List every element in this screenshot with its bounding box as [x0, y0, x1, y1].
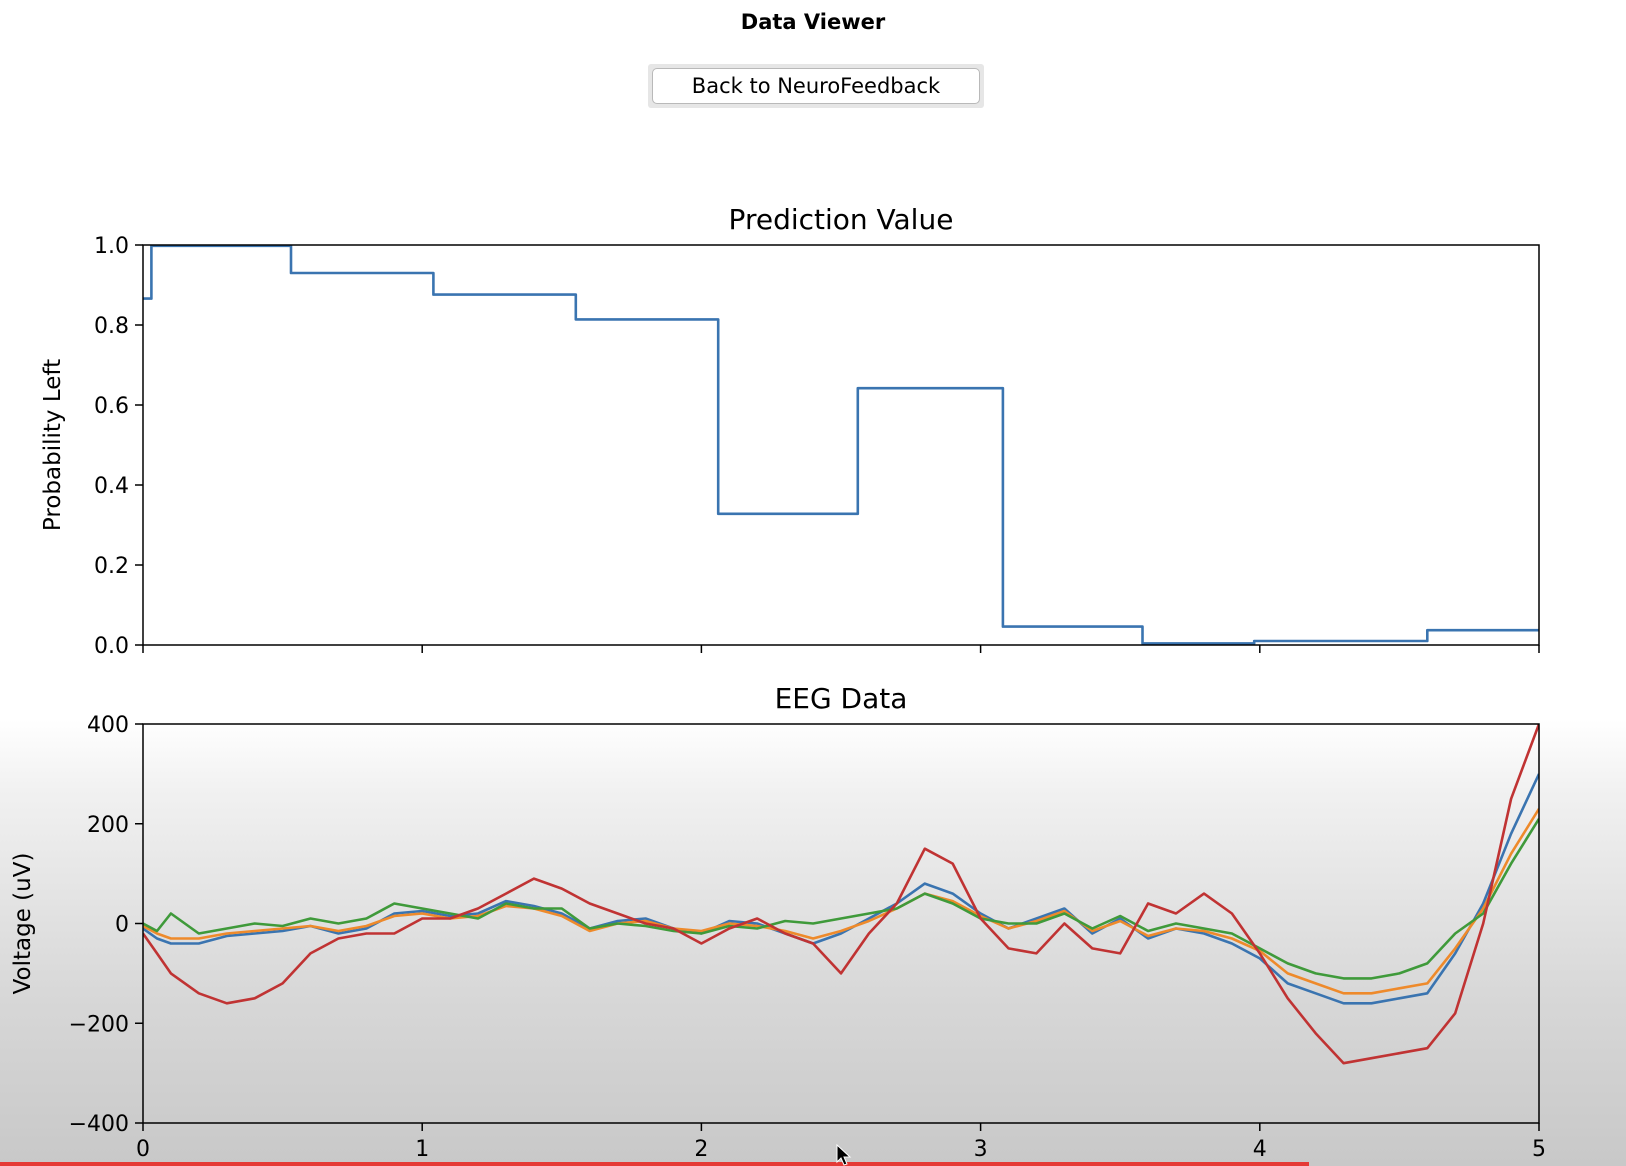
chart-title: Prediction Value [729, 203, 954, 236]
y-tick-label: 0.0 [94, 634, 129, 659]
back-button-frame: Back to NeuroFeedback [648, 64, 984, 108]
y-axis-label: Voltage (uV) [10, 853, 36, 995]
page-title: Data Viewer [740, 10, 886, 34]
y-tick-label: 1.0 [94, 234, 129, 259]
series-line-2 [143, 808, 1539, 995]
plot-area [143, 245, 1539, 645]
y-tick-label: 0.4 [94, 474, 129, 499]
subplot-1: 0.0 0.2 0.4 0.6 0.8 1.0 Prediction Value Probab… [40, 203, 1540, 659]
y-tick-label: 200 [87, 813, 129, 838]
y-axis-label: Probability Left [40, 359, 66, 531]
axes-frame [142, 723, 1540, 1124]
chart-title: EEG Data [775, 682, 908, 715]
x-tick-label: 3 [974, 1137, 988, 1162]
x-tick-label: 1 [415, 1137, 429, 1162]
video-progress-bar[interactable] [0, 1162, 1626, 1166]
y-tick-label: 0.2 [94, 554, 129, 579]
plot-area [143, 724, 1539, 1123]
x-tick-label: 4 [1253, 1137, 1267, 1162]
y-tick-label: −200 [69, 1012, 129, 1037]
series-line-1 [143, 245, 1539, 645]
y-tick-label: 0 [115, 913, 129, 938]
y-tick-label: −400 [69, 1112, 129, 1137]
y-tick-label: 0.6 [94, 394, 129, 419]
mouse-pointer-icon [836, 1144, 852, 1166]
series-line-1 [143, 773, 1539, 1005]
series-line-3 [143, 818, 1539, 980]
series-line-4 [143, 724, 1539, 1065]
x-tick-label: 5 [1532, 1137, 1546, 1162]
y-tick-label: 400 [87, 713, 129, 738]
x-tick-label: 0 [136, 1137, 150, 1162]
back-to-neurofeedback-button[interactable]: Back to NeuroFeedback [652, 68, 980, 104]
axes-frame [142, 244, 1540, 646]
video-progress-fill [0, 1162, 1309, 1166]
subplot-2: −400 −200 0 200 400 0 1 2 3 4 5 EEG Data Voltage (uV… [10, 682, 1546, 1162]
y-tick-label: 0.8 [94, 314, 129, 339]
x-tick-label: 2 [694, 1137, 708, 1162]
